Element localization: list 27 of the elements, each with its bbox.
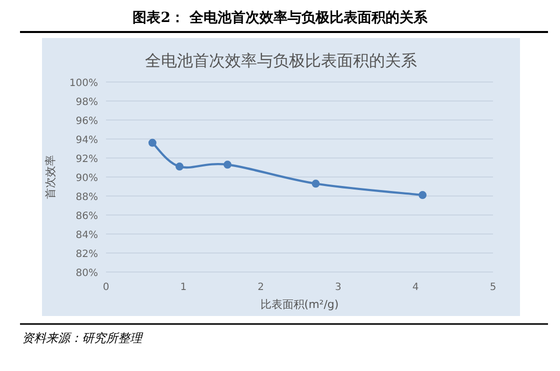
y-tick-label: 88%	[76, 192, 98, 203]
y-tick-label: 86%	[76, 211, 98, 222]
y-tick-label: 96%	[76, 116, 98, 127]
y-tick-label: 82%	[76, 249, 98, 260]
y-tick-label: 84%	[76, 230, 98, 241]
y-axis-title: 首次效率	[44, 155, 57, 199]
x-tick-label: 4	[412, 282, 419, 293]
y-tick-label: 94%	[76, 135, 98, 146]
point	[312, 180, 320, 188]
point	[148, 138, 156, 147]
y-tick-label: 92%	[76, 154, 98, 165]
y-tick-label: 80%	[76, 268, 98, 279]
x-axis-title: 比表面积(m²/g)	[260, 298, 339, 311]
x-tick-label: 0	[102, 282, 110, 293]
chart-subtitle: 全电池首次效率与负极比表面积的关系	[145, 51, 417, 70]
x-tick-label: 1	[180, 282, 187, 293]
x-tick-label: 5	[490, 282, 496, 293]
point	[418, 191, 427, 200]
y-tick-label: 98%	[76, 97, 98, 108]
x-tick-label: 3	[335, 282, 342, 293]
x-tick-label: 2	[258, 282, 264, 293]
y-tick-label: 100%	[69, 78, 98, 89]
text: 资料来源：研究所整理	[22, 331, 144, 345]
point	[224, 160, 232, 169]
chart-title: 图表2： 全电池首次效率与负极比表面积的关系	[132, 9, 428, 26]
y-tick-label: 90%	[76, 173, 98, 184]
point	[176, 162, 184, 171]
